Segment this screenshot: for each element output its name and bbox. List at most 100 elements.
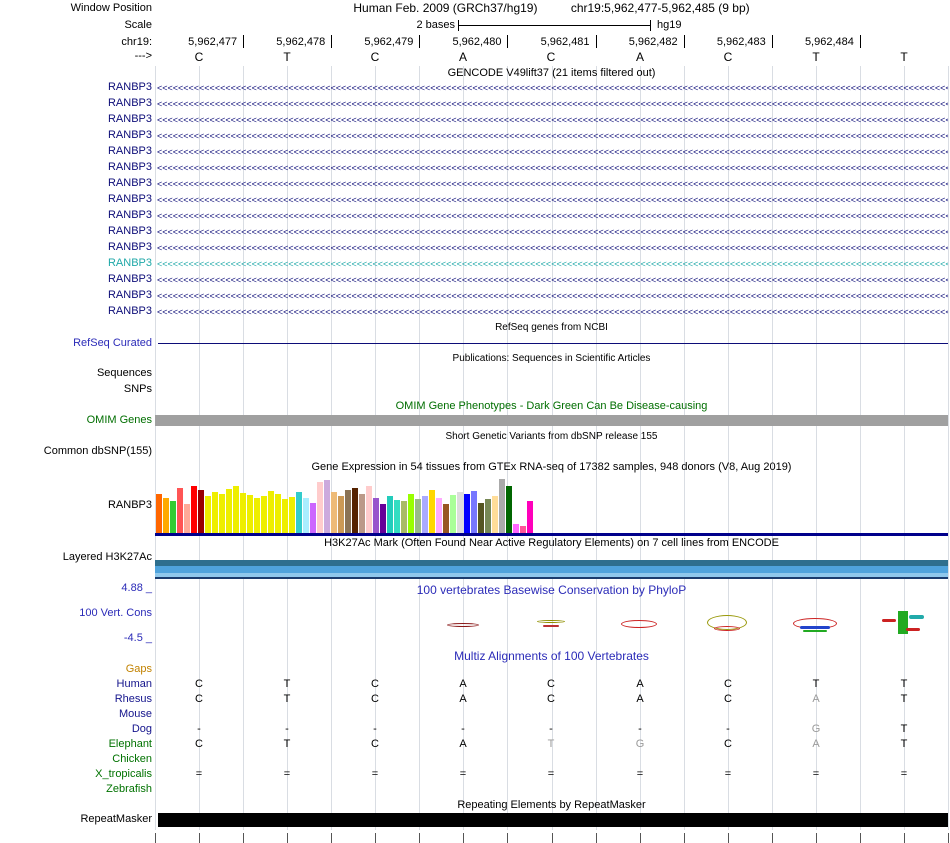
gtex-tissue-bar[interactable]: [387, 496, 393, 534]
gtex-tissue-bar[interactable]: [506, 486, 512, 534]
gtex-tissue-bar[interactable]: [443, 504, 449, 534]
gtex-tissue-bar[interactable]: [289, 497, 295, 534]
alignment-cell: C: [724, 693, 732, 705]
gene-transcript-row[interactable]: <<<<<<<<<<<<<<<<<<<<<<<<<<<<<<<<<<<<<<<<…: [157, 83, 948, 93]
gtex-tissue-bar[interactable]: [408, 494, 414, 534]
gtex-tissue-bar[interactable]: [345, 490, 351, 534]
gtex-tissue-bar[interactable]: [240, 493, 246, 534]
repeatmasker-bar[interactable]: [158, 813, 948, 827]
gtex-tissue-bar[interactable]: [184, 504, 190, 534]
gtex-tissue-bar[interactable]: [177, 488, 183, 534]
gtex-tissue-bar[interactable]: [436, 498, 442, 534]
gtex-tissue-bar[interactable]: [450, 495, 456, 534]
conservation-title: 100 vertebrates Basewise Conservation by…: [416, 583, 687, 597]
ruler-tick: [816, 833, 817, 843]
gtex-tissue-bar[interactable]: [338, 496, 344, 534]
omim-genes-label: OMIM Genes: [86, 414, 152, 426]
gene-transcript-row[interactable]: <<<<<<<<<<<<<<<<<<<<<<<<<<<<<<<<<<<<<<<<…: [157, 195, 948, 205]
omim-gene-bar[interactable]: [155, 415, 948, 426]
gtex-tissue-bar[interactable]: [485, 499, 491, 534]
alignment-cell: -: [638, 723, 642, 735]
gtex-tissue-bar[interactable]: [394, 500, 400, 534]
gene-transcript-row[interactable]: <<<<<<<<<<<<<<<<<<<<<<<<<<<<<<<<<<<<<<<<…: [157, 291, 948, 301]
alignment-cell: =: [547, 768, 555, 780]
gtex-tissue-bar[interactable]: [226, 489, 232, 534]
gtex-tissue-bar[interactable]: [163, 498, 169, 534]
grid-line: [507, 66, 508, 830]
gtex-tissue-bar[interactable]: [205, 496, 211, 534]
gene-transcript-row[interactable]: <<<<<<<<<<<<<<<<<<<<<<<<<<<<<<<<<<<<<<<<…: [157, 211, 948, 221]
conservation-mark: [714, 626, 740, 631]
gene-transcript-row[interactable]: <<<<<<<<<<<<<<<<<<<<<<<<<<<<<<<<<<<<<<<<…: [157, 259, 948, 269]
gtex-tissue-bar[interactable]: [520, 526, 526, 534]
gene-transcript-row[interactable]: <<<<<<<<<<<<<<<<<<<<<<<<<<<<<<<<<<<<<<<<…: [157, 179, 948, 189]
gtex-tissue-bar[interactable]: [254, 498, 260, 534]
h3k27ac-layer[interactable]: [155, 566, 948, 573]
gtex-tissue-bar[interactable]: [352, 488, 358, 534]
gtex-tissue-bar[interactable]: [247, 495, 253, 534]
gene-row-label: RANBP3: [107, 161, 152, 173]
gtex-tissue-bar[interactable]: [380, 504, 386, 534]
gene-transcript-row[interactable]: <<<<<<<<<<<<<<<<<<<<<<<<<<<<<<<<<<<<<<<<…: [157, 147, 948, 157]
alignment-cell: A: [636, 693, 644, 705]
gene-transcript-row[interactable]: <<<<<<<<<<<<<<<<<<<<<<<<<<<<<<<<<<<<<<<<…: [157, 163, 948, 173]
alignment-cell: T: [812, 678, 820, 690]
gtex-tissue-bar[interactable]: [275, 494, 281, 534]
gtex-tissue-bar[interactable]: [499, 479, 505, 534]
conservation-mark: [906, 628, 920, 631]
gtex-tissue-bar[interactable]: [513, 524, 519, 534]
gtex-tissue-bar[interactable]: [464, 494, 470, 534]
gene-transcript-row[interactable]: <<<<<<<<<<<<<<<<<<<<<<<<<<<<<<<<<<<<<<<<…: [157, 243, 948, 253]
gene-transcript-row[interactable]: <<<<<<<<<<<<<<<<<<<<<<<<<<<<<<<<<<<<<<<<…: [157, 131, 948, 141]
gtex-tissue-bar[interactable]: [401, 501, 407, 534]
gtex-tissue-bar[interactable]: [366, 486, 372, 534]
species-label-zebrafish: Zebrafish: [106, 783, 152, 795]
gene-row-label: RANBP3: [107, 81, 152, 93]
gtex-tissue-bar[interactable]: [282, 499, 288, 534]
gene-transcript-row[interactable]: <<<<<<<<<<<<<<<<<<<<<<<<<<<<<<<<<<<<<<<<…: [157, 99, 948, 109]
gtex-tissue-bar[interactable]: [492, 496, 498, 534]
alignment-cell: A: [459, 678, 467, 690]
gtex-tissue-bar[interactable]: [219, 494, 225, 534]
gtex-baseline: [155, 533, 948, 536]
gtex-tissue-bar[interactable]: [310, 503, 316, 534]
gtex-tissue-bar[interactable]: [261, 496, 267, 534]
h3k27ac-layer[interactable]: [155, 560, 948, 566]
gtex-tissue-bar[interactable]: [478, 503, 484, 534]
alignment-cell: C: [195, 678, 203, 690]
gtex-tissue-bar[interactable]: [471, 491, 477, 534]
ruler-tick: [948, 833, 949, 843]
gtex-tissue-bar[interactable]: [373, 498, 379, 534]
gene-transcript-row[interactable]: <<<<<<<<<<<<<<<<<<<<<<<<<<<<<<<<<<<<<<<<…: [157, 307, 948, 317]
coordinate-tick: [772, 35, 773, 48]
gene-transcript-row[interactable]: <<<<<<<<<<<<<<<<<<<<<<<<<<<<<<<<<<<<<<<<…: [157, 115, 948, 125]
gtex-tissue-bar[interactable]: [359, 494, 365, 534]
gtex-tissue-bar[interactable]: [156, 494, 162, 534]
gtex-tissue-bar[interactable]: [296, 492, 302, 534]
gtex-tissue-bar[interactable]: [198, 490, 204, 534]
gtex-tissue-bar[interactable]: [331, 492, 337, 534]
refseq-item-line[interactable]: [158, 343, 948, 344]
gtex-tissue-bar[interactable]: [429, 490, 435, 534]
gtex-tissue-bar[interactable]: [324, 480, 330, 534]
alignment-cell: T: [900, 723, 908, 735]
gtex-tissue-bar[interactable]: [170, 501, 176, 534]
gtex-tissue-bar[interactable]: [212, 492, 218, 534]
gtex-tissue-bar[interactable]: [233, 486, 239, 534]
window-position-label: Window Position: [70, 2, 152, 14]
h3k27ac-layer[interactable]: [155, 577, 948, 579]
gtex-tissue-bar[interactable]: [317, 482, 323, 534]
gtex-tissue-bar[interactable]: [415, 499, 421, 534]
gtex-tissue-bar[interactable]: [527, 501, 533, 534]
gtex-tissue-bar[interactable]: [268, 491, 274, 534]
ruler-tick: [419, 833, 420, 843]
gtex-tissue-bar[interactable]: [303, 498, 309, 534]
gene-transcript-row[interactable]: <<<<<<<<<<<<<<<<<<<<<<<<<<<<<<<<<<<<<<<<…: [157, 275, 948, 285]
h3k27ac-layer[interactable]: [155, 573, 948, 577]
gtex-tissue-bar[interactable]: [191, 486, 197, 534]
alignment-cell: C: [371, 738, 379, 750]
conservation-mark: [909, 615, 924, 619]
gtex-tissue-bar[interactable]: [457, 492, 463, 534]
gtex-tissue-bar[interactable]: [422, 496, 428, 534]
gene-transcript-row[interactable]: <<<<<<<<<<<<<<<<<<<<<<<<<<<<<<<<<<<<<<<<…: [157, 227, 948, 237]
